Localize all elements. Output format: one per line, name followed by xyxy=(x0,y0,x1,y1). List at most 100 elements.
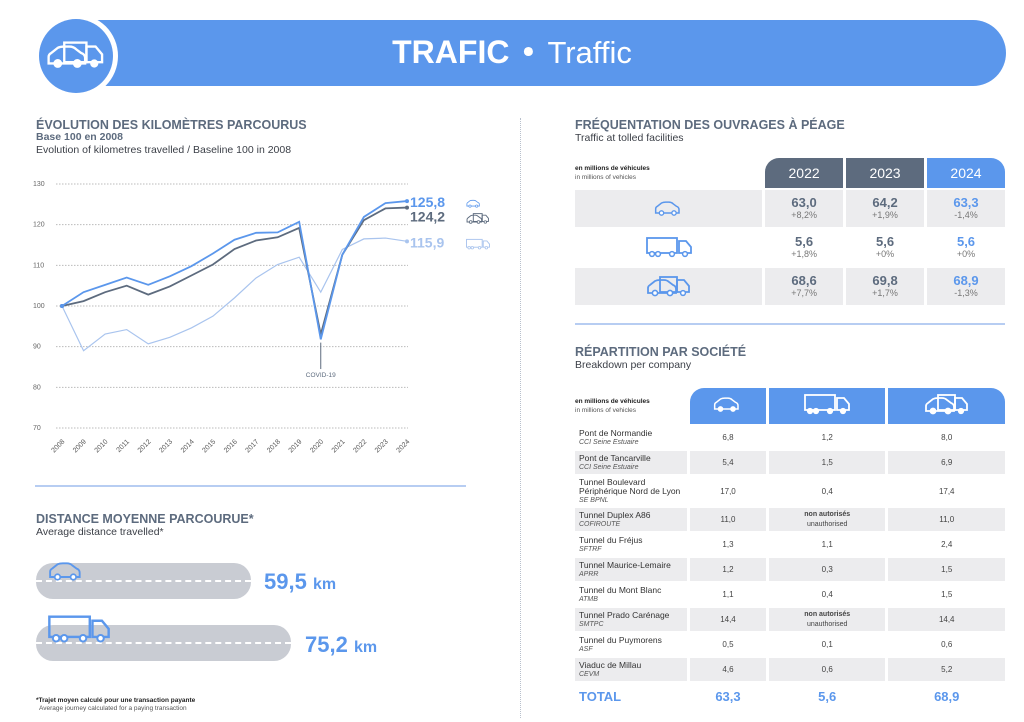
y-tick-label: 130 xyxy=(33,181,45,188)
truck-cell: 0,4 xyxy=(769,583,886,606)
value: 63,3 xyxy=(953,194,979,210)
x-tick-label: 2022 xyxy=(352,438,368,454)
car-and-truck-icon xyxy=(924,393,970,420)
facility-name: Pont de Tancarville xyxy=(579,452,651,463)
facility-name: Tunnel du Puymorens xyxy=(579,634,662,645)
car-icon xyxy=(48,558,86,585)
value: 69,8 xyxy=(872,272,898,288)
car-icon xyxy=(713,394,743,417)
section-separator xyxy=(575,323,1005,325)
series-point xyxy=(405,239,409,244)
truck-cell: 1,5 xyxy=(768,451,886,474)
column-divider xyxy=(520,118,521,718)
vehicle-type-cell xyxy=(575,268,763,305)
truck-icon xyxy=(466,238,490,250)
car-and-truck-icon xyxy=(646,275,692,299)
x-tick-label: 2011 xyxy=(116,438,132,454)
total-value: 1,5 xyxy=(941,590,953,599)
distance-subtitle: Average distance travelled* xyxy=(36,526,164,538)
value: 5,6 xyxy=(876,233,895,249)
truck-cell: 0,6 xyxy=(768,658,886,681)
tolled-row: 63,0 +8,2% 64,2 +1,9% 63,3 -1,4% xyxy=(575,190,1005,227)
value-cell: 64,2 +1,9% xyxy=(846,190,925,227)
truck-cell: 1,1 xyxy=(769,533,886,556)
facility-cell: Tunnel du Fréjus SFTRF xyxy=(575,533,687,556)
series-point xyxy=(405,205,409,210)
car-value: 0,5 xyxy=(722,640,734,649)
value: 64,2 xyxy=(872,194,898,210)
company-row: Viaduc de Millau CEVM 4,6 0,6 5,2 xyxy=(575,658,1005,681)
truck-icon xyxy=(804,393,851,420)
total-value: 5,2 xyxy=(888,658,1005,681)
car-value: 4,6 xyxy=(690,658,766,681)
facility-cell: Tunnel Duplex A86 COFIROUTE xyxy=(575,508,687,531)
operator-name: SFTRF xyxy=(579,545,602,553)
tolled-row: 68,6 +7,7% 69,8 +1,7% 68,9 -1,3% xyxy=(575,268,1005,305)
truck-value: 1,5 xyxy=(821,458,833,467)
x-tick-label: 2020 xyxy=(309,438,325,454)
company-row: Tunnel du Puymorens ASF 0,5 0,1 0,6 xyxy=(575,633,1005,656)
evolution-title: ÉVOLUTION DES KILOMÈTRES PARCOURUS xyxy=(36,118,307,132)
truck-cell: 0,4 xyxy=(769,476,886,506)
truck-value: 1,1 xyxy=(821,540,833,549)
value-cell: 5,6 +1,8% xyxy=(765,229,843,266)
car-and-truck-icon xyxy=(466,213,489,224)
change-percent: -1,4% xyxy=(954,209,978,220)
value-cell: 63,0 +8,2% xyxy=(765,190,844,227)
x-tick-label: 2015 xyxy=(201,438,217,454)
x-tick-label: 2014 xyxy=(180,438,196,454)
total-all: 68,9 xyxy=(934,688,960,704)
vehicle-type-cell xyxy=(575,190,763,227)
truck-icon xyxy=(645,236,692,260)
y-tick-label: 90 xyxy=(33,344,41,351)
car-column-header xyxy=(690,388,766,424)
change-percent: +1,8% xyxy=(791,248,817,259)
value: 68,6 xyxy=(791,272,817,288)
annotation-label: COVID-19 xyxy=(306,372,336,379)
total-column-header xyxy=(888,388,1005,424)
tolled-subtitle: Traffic at tolled facilities xyxy=(575,132,684,144)
truck-cell: non autorisés unauthorised xyxy=(768,508,886,531)
tolled-row: 5,6 +1,8% 5,6 +0% 5,6 +0% xyxy=(575,229,1005,266)
footnote-en: Average journey calculated for a paying … xyxy=(39,705,187,712)
series-line xyxy=(61,237,408,352)
change-percent: +8,2% xyxy=(791,209,817,220)
value-cell: 68,6 +7,7% xyxy=(765,268,844,305)
facility-name: Tunnel Boulevard Périphérique Nord de Ly… xyxy=(579,476,681,496)
evolution-line-chart: 70 80 90 100 110 120 130 2008 2009 2010 2011 2012 20… xyxy=(33,181,490,454)
truck-icon xyxy=(48,614,110,648)
company-row: Tunnel Duplex A86 COFIROUTE 11,0 non auto… xyxy=(575,508,1005,531)
truck-cell: 0,3 xyxy=(768,558,886,581)
company-row: Tunnel Maurice-Lemaire APRR 1,2 0,3 1,5 xyxy=(575,558,1005,581)
change-percent: +7,7% xyxy=(791,287,817,298)
value-cell: 5,6 +0% xyxy=(846,229,924,266)
header-logo xyxy=(34,14,118,98)
company-row: Tunnel Boulevard Périphérique Nord de Ly… xyxy=(575,476,1005,506)
truck-cell: 1,2 xyxy=(769,426,886,449)
total-value: 11,0 xyxy=(888,508,1005,531)
facility-name: Tunnel du Fréjus xyxy=(579,534,643,545)
series-point xyxy=(60,304,64,308)
series-end-label: 115,9 xyxy=(410,234,444,250)
series-end-label: 125,8 xyxy=(410,194,445,210)
section-separator xyxy=(35,485,466,487)
car-and-truck-icon xyxy=(46,40,106,73)
truck-value: 0,6 xyxy=(821,665,833,674)
facility-cell: Viaduc de Millau CEVM xyxy=(575,658,687,681)
facility-cell: Tunnel Boulevard Périphérique Nord de Ly… xyxy=(575,476,687,506)
facility-name: Tunnel du Mont Blanc xyxy=(579,584,662,595)
page-title: TRAFIC • Traffic xyxy=(0,34,1024,71)
operator-name: SE BPNL xyxy=(579,496,609,504)
operator-name: APRR xyxy=(579,570,599,578)
company-subtitle: Breakdown per company xyxy=(575,359,692,371)
value-cell: 5,6 +0% xyxy=(927,229,1005,266)
x-tick-label: 2016 xyxy=(223,438,239,454)
change-percent: -1,3% xyxy=(954,287,978,298)
operator-name: SMTPC xyxy=(579,620,604,628)
not-authorised-en: unauthorised xyxy=(806,621,848,628)
x-tick-label: 2013 xyxy=(158,438,174,454)
x-tick-label: 2023 xyxy=(374,438,390,454)
distance-title: DISTANCE MOYENNE PARCOURUE* xyxy=(36,512,254,526)
company-table: en millions de véhicules in millions of v… xyxy=(572,386,1008,711)
car-road xyxy=(36,563,251,599)
